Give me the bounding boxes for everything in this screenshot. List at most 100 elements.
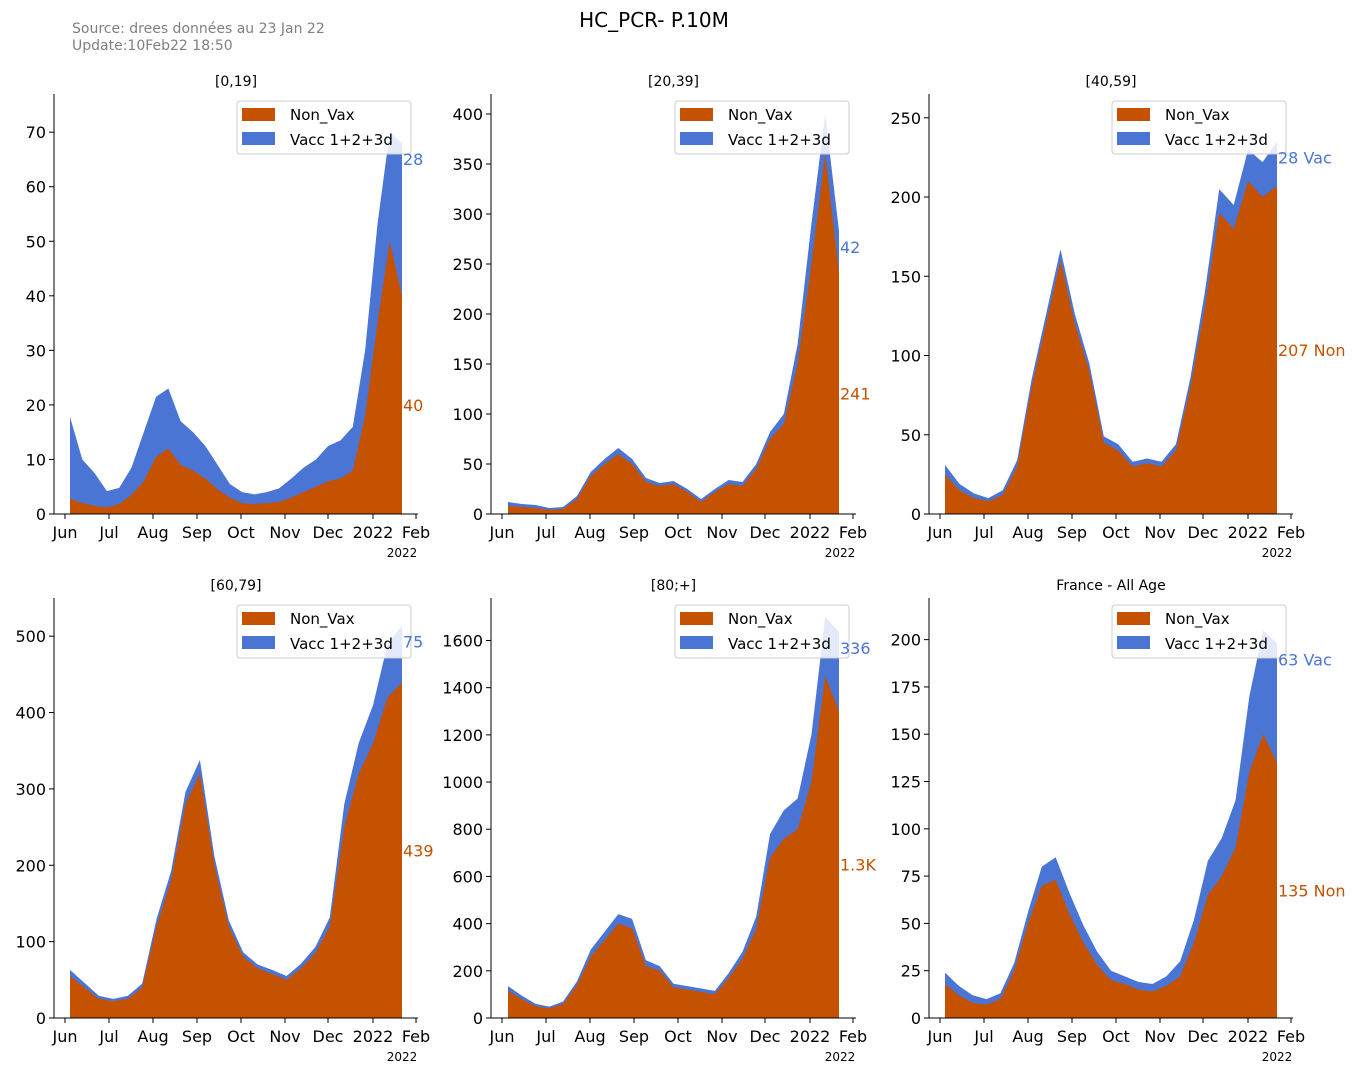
x-tick-label: Jun [489,1027,515,1046]
x-tick-label: 2022 [1228,523,1269,542]
x-tick-label: Sep [619,523,649,542]
x-tick-label: Sep [182,1027,212,1046]
x-tick-label: Nov [1144,523,1175,542]
x-tick-label: Nov [269,1027,300,1046]
x-tick-label: Dec [750,1027,781,1046]
y-tick-label: 100 [890,820,921,839]
x-tick-label: Jul [973,523,993,542]
y-tick-label: 25 [901,962,921,981]
legend-box [1111,100,1287,155]
legend-swatch-vacc [680,636,713,649]
legend-label-non-vax: Non_Vax [1165,106,1230,125]
legend-swatch-vacc [242,132,275,145]
x-tick-label: Oct [1102,1027,1130,1046]
non-vax-area [70,682,402,1018]
vacc-area [945,630,1277,1018]
y-tick-label: 400 [15,704,46,723]
x-tick-label: Aug [574,1027,605,1046]
y-tick-label: 1400 [442,679,483,698]
x-tick-label: 2022 [790,523,831,542]
y-tick-label: 70 [26,123,46,142]
x-tick-label: Feb [402,1027,430,1046]
x-tick-label: Oct [1102,523,1130,542]
legend-label-non-vax: Non_Vax [290,610,355,629]
y-tick-label: 0 [473,1009,483,1028]
x-tick-label: Sep [619,1027,649,1046]
legend-box [674,100,850,155]
x-tick-label: Dec [750,523,781,542]
legend-swatch-non-vax [680,108,713,121]
y-tick-label: 250 [890,109,921,128]
legend-swatch-vacc [1117,132,1150,145]
y-tick-label: 150 [890,725,921,744]
legend-swatch-vacc [1117,636,1150,649]
y-tick-label: 1200 [442,726,483,745]
y-tick-label: 800 [452,820,483,839]
y-tick-label: 125 [890,773,921,792]
y-tick-label: 150 [890,267,921,286]
x-tick-label: Oct [664,523,692,542]
x-year-label: 2022 [825,1050,856,1064]
end-label-vacc: 28 [403,150,423,169]
x-tick-label: Jun [927,523,953,542]
x-tick-label: Oct [664,1027,692,1046]
legend-label-non-vax: Non_Vax [728,610,793,629]
y-tick-label: 175 [890,678,921,697]
legend-swatch-non-vax [242,108,275,121]
panel-title: [0,19] [215,74,257,90]
x-year-label: 2022 [1262,1050,1293,1064]
legend-box [236,100,412,155]
panel-title: [20,39] [648,74,699,90]
y-tick-label: 75 [901,867,921,886]
x-tick-label: Dec [1188,1027,1219,1046]
y-tick-label: 0 [911,505,921,524]
y-tick-label: 60 [26,178,46,197]
x-year-label: 2022 [1262,546,1293,560]
y-tick-label: 50 [26,232,46,251]
x-tick-label: 2022 [790,1027,831,1046]
y-tick-label: 100 [890,347,921,366]
end-label-vacc: 28 Vac [1278,149,1332,168]
x-tick-label: Dec [1188,523,1219,542]
y-tick-label: 30 [26,341,46,360]
x-year-label: 2022 [387,546,418,560]
y-tick-label: 50 [901,426,921,445]
non-vax-area [945,181,1277,515]
x-tick-label: Nov [706,1027,737,1046]
y-tick-label: 0 [473,505,483,524]
x-tick-label: Jul [98,1027,118,1046]
y-tick-label: 600 [452,867,483,886]
non-vax-area [945,734,1277,1018]
y-tick-label: 150 [452,355,483,374]
y-tick-label: 200 [890,631,921,650]
y-tick-label: 20 [26,396,46,415]
x-tick-label: Aug [574,523,605,542]
end-label-non-vax: 207 Non [1278,341,1346,360]
y-tick-label: 350 [452,155,483,174]
end-label-vacc: 63 Vac [1278,650,1332,669]
x-tick-label: Jun [489,523,515,542]
x-tick-label: Aug [137,523,168,542]
x-tick-label: Nov [269,523,300,542]
end-label-vacc: 42 [840,238,860,257]
x-tick-label: Jun [52,523,78,542]
x-year-label: 2022 [387,1050,418,1064]
legend-swatch-vacc [680,132,713,145]
legend-swatch-non-vax [1117,108,1150,121]
vacc-area [70,132,402,514]
y-tick-label: 400 [452,915,483,934]
x-tick-label: Feb [839,1027,867,1046]
y-tick-label: 0 [911,1009,921,1028]
x-tick-label: 2022 [353,1027,394,1046]
legend-swatch-non-vax [1117,612,1150,625]
x-tick-label: Jun [52,1027,78,1046]
end-label-non-vax: 439 [403,841,434,860]
source-note: Source: drees données au 23 Jan 22 Updat… [72,21,325,55]
y-tick-label: 300 [15,780,46,799]
x-tick-label: Sep [182,523,212,542]
y-tick-label: 200 [15,856,46,875]
y-tick-label: 250 [452,255,483,274]
x-tick-label: Aug [137,1027,168,1046]
x-tick-label: Sep [1057,523,1087,542]
